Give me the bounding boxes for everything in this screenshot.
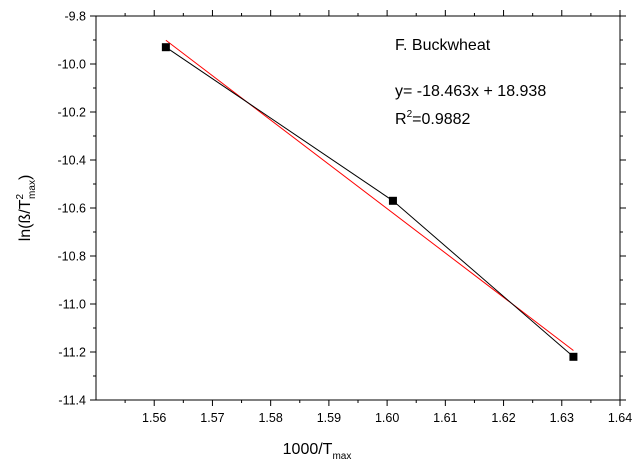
x-tick-label: 1.64 (608, 411, 632, 425)
y-tick-label: -11.4 (58, 394, 86, 408)
y-axis-title-superscript: 2 (15, 194, 26, 200)
fit-line (165, 39, 574, 351)
y-tick-label: -11.2 (58, 346, 86, 360)
y-tick-label: -11.0 (58, 298, 86, 312)
equation-annotation: y= -18.463x + 18.938 (395, 83, 546, 100)
y-tick-label: -9.8 (64, 10, 86, 24)
x-tick-label: 1.61 (433, 411, 457, 425)
x-tick-label: 1.57 (200, 411, 224, 425)
x-tick-label: 1.56 (142, 411, 166, 425)
axis-ticks (90, 10, 626, 406)
y-tick-label: -10.0 (58, 58, 87, 72)
y-axis-title-prefix: ln(ß/T (17, 199, 34, 241)
y-axis-title: ln(ß/T2max) (15, 175, 38, 242)
x-tick-label: 1.62 (491, 411, 515, 425)
y-axis-title-subscript: max (27, 180, 38, 199)
data-point (388, 196, 397, 205)
y-tick-label: -10.2 (58, 106, 87, 120)
x-tick-label: 1.63 (550, 411, 574, 425)
r2-annotation: R2=0.9882 (395, 109, 471, 128)
y-tick-label: -10.8 (58, 250, 87, 264)
r2-superscript: 2 (407, 109, 413, 120)
axis-tick-labels: 1.56 1.57 1.58 1.59 1.60 1.61 1.62 1.63 1.64 -9.8… (58, 10, 633, 426)
sample-annotation: F. Buckwheat (395, 37, 491, 54)
y-axis-title-suffix: ) (17, 175, 34, 180)
y-tick-label: -10.4 (58, 154, 87, 168)
x-axis-title-main: 1000/T (283, 441, 333, 458)
r2-value: =0.9882 (412, 111, 470, 128)
fit-line-layer (165, 39, 574, 351)
r2-prefix: R (395, 111, 407, 128)
x-tick-label: 1.58 (258, 411, 282, 425)
plot-frame (95, 15, 621, 401)
data-point (161, 43, 170, 52)
x-tick-label: 1.59 (317, 411, 341, 425)
data-point (569, 352, 578, 361)
series-layer (161, 43, 578, 361)
x-tick-label: 1.60 (375, 411, 399, 425)
y-tick-label: -10.6 (58, 202, 87, 216)
x-axis-title: 1000/Tmax (283, 441, 352, 462)
x-axis-title-subscript: max (332, 451, 351, 462)
